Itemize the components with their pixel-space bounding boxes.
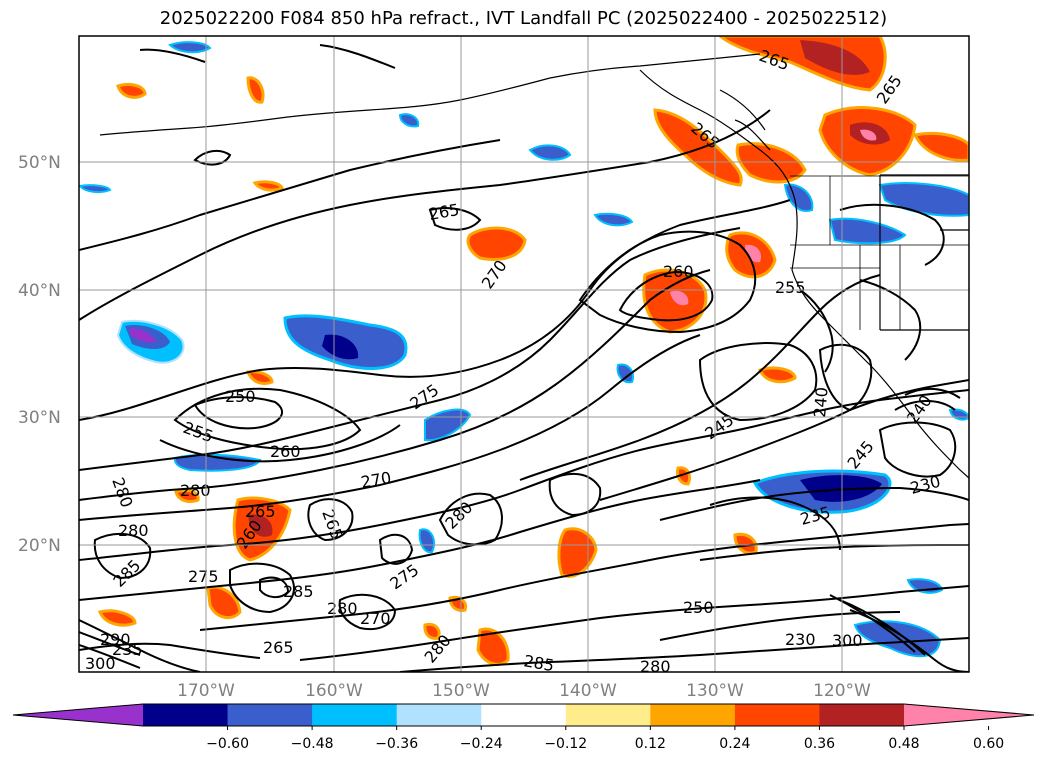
figure-title: 2025022200 F084 850 hPa refract., IVT La… — [159, 8, 888, 29]
contour-label: 285 — [522, 651, 555, 675]
blue-region — [168, 41, 212, 54]
red-region — [246, 76, 265, 104]
red-region — [745, 244, 762, 263]
blue-region — [418, 528, 436, 554]
contour-label: 285 — [283, 582, 314, 601]
colorbar-segment — [565, 704, 651, 726]
contour-label: 265 — [245, 502, 276, 521]
red-region — [557, 527, 598, 578]
lon-label: 140°W — [559, 681, 617, 701]
longitude-labels: 170°W 160°W 150°W 140°W 130°W 120°W — [177, 681, 871, 701]
colorbar-tick-label: 0.48 — [888, 736, 919, 752]
red-region — [97, 609, 137, 627]
lon-label: 130°W — [686, 681, 744, 701]
blue-region — [800, 475, 882, 502]
red-region — [116, 82, 147, 99]
red-region — [423, 622, 441, 640]
colorbar-tick-label: −0.60 — [206, 736, 249, 752]
graticule — [79, 36, 969, 672]
contour-label: 250 — [683, 598, 714, 617]
colorbar-tick-label: 0.24 — [719, 736, 750, 752]
colorbar-tick-label: −0.12 — [544, 736, 587, 752]
blue-region — [173, 453, 262, 472]
lon-label: 120°W — [813, 681, 871, 701]
blue-region — [130, 328, 156, 343]
red-region — [912, 131, 969, 162]
colorbar-tick-label: 0.36 — [804, 736, 835, 752]
colorbar-segment — [396, 704, 482, 726]
colorbar-segment — [819, 704, 905, 726]
contour-label: 255 — [775, 278, 806, 297]
lat-label: 50°N — [18, 153, 61, 173]
colorbar-outline — [12, 703, 1035, 727]
colorbar-extend-min — [13, 704, 143, 726]
blue-region — [398, 113, 420, 128]
red-region — [670, 290, 689, 306]
blue-region — [322, 334, 359, 360]
red-region — [252, 180, 284, 192]
colorbar-segment — [650, 704, 736, 726]
red-region — [860, 129, 877, 141]
contour-label: 280 — [327, 599, 358, 618]
contour-label: 290 — [100, 630, 131, 649]
red-region — [676, 466, 692, 486]
red-region — [248, 514, 273, 537]
lon-label: 170°W — [177, 681, 235, 701]
lat-label: 30°N — [18, 408, 61, 428]
latitude-labels: 50°N 40°N 30°N 20°N — [18, 153, 61, 556]
colorbar-segment — [312, 704, 398, 726]
negative-anomaly-fills — [79, 41, 969, 658]
contour-label: 280 — [640, 657, 671, 676]
red-region — [245, 370, 274, 386]
colorbar-segment — [734, 704, 820, 726]
red-region — [757, 366, 797, 384]
colorbar-tick-label: 0.12 — [635, 736, 666, 752]
contour-label: 300 — [832, 631, 863, 650]
red-region — [466, 226, 527, 261]
blue-region — [528, 144, 572, 161]
contour-label: 300 — [85, 654, 116, 673]
blue-region — [616, 363, 634, 384]
contour-lines — [79, 44, 969, 672]
borders — [790, 175, 969, 330]
red-region — [653, 108, 743, 187]
colorbar-tick-label: −0.24 — [460, 736, 503, 752]
contour-label: 280 — [118, 521, 149, 540]
blue-region — [828, 217, 907, 245]
blue-region — [593, 212, 634, 227]
red-region — [206, 585, 242, 620]
contour-label: 265 — [263, 638, 294, 657]
contour-label: 250 — [225, 387, 256, 406]
contour-label: 260 — [270, 442, 301, 461]
contour-label: 240 — [810, 386, 832, 418]
colorbar-tick-label: −0.48 — [291, 736, 334, 752]
contour-label: 260 — [663, 262, 694, 281]
colorbar-tick-label: 0.60 — [973, 736, 1004, 752]
colorbar-segment — [481, 704, 567, 726]
red-region — [174, 488, 200, 504]
red-region — [476, 627, 510, 666]
colorbar-segment — [143, 704, 229, 726]
colorbar-tick-label: −0.36 — [375, 736, 418, 752]
lat-label: 40°N — [18, 281, 61, 301]
lat-label: 20°N — [18, 536, 61, 556]
contour-label: 230 — [785, 630, 816, 649]
lon-label: 150°W — [432, 681, 490, 701]
contour-label: 270 — [360, 609, 391, 628]
blue-region — [79, 184, 112, 194]
contour-label: 235 — [112, 640, 143, 659]
coastlines — [99, 53, 969, 479]
colorbar-segment — [227, 704, 313, 726]
lon-label: 160°W — [305, 681, 363, 701]
colorbar: −0.60 −0.48 −0.36 −0.24 −0.12 0.12 0.24 0.36 0.4… — [12, 703, 1035, 752]
map-frame — [78, 35, 970, 673]
red-region — [800, 40, 870, 75]
contour-label: 280 — [180, 481, 211, 500]
colorbar-extend-max — [904, 704, 1034, 726]
contour-label: 275 — [188, 567, 219, 586]
